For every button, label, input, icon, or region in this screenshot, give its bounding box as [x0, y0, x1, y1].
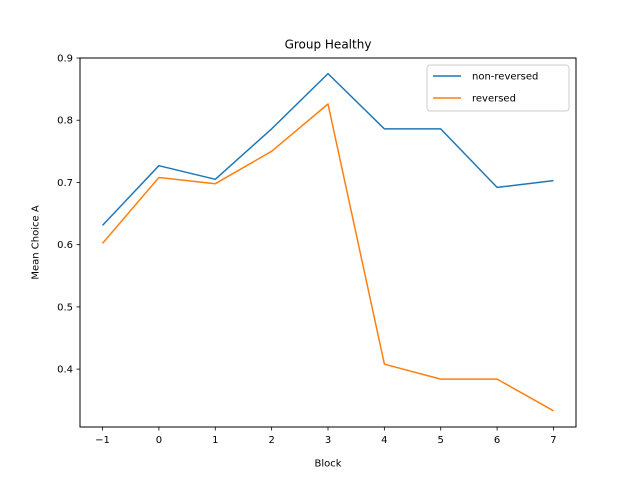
series-line-non-reversed: [101, 72, 554, 226]
y-axis: 0.4 0.5 0.6 0.7 0.8 0.9: [57, 54, 80, 376]
y-tick-label: 0.9: [57, 54, 73, 65]
x-tick-label: 6: [494, 435, 500, 446]
x-tick-label: 7: [550, 435, 556, 446]
y-axis-label: Mean Choice A: [31, 205, 42, 279]
legend-label-non-reversed: non-reversed: [472, 72, 538, 83]
x-axis: −1 0 1 2 3 4 5 6 7: [95, 427, 557, 446]
y-tick-label: 0.4: [57, 365, 73, 376]
x-tick-label: 4: [381, 435, 387, 446]
x-tick-label: −1: [95, 435, 110, 446]
x-axis-label: Block: [314, 459, 341, 470]
legend-label-reversed: reversed: [472, 94, 516, 105]
x-tick-label: 3: [325, 435, 331, 446]
y-tick-label: 0.6: [57, 240, 73, 251]
y-tick-label: 0.8: [57, 116, 73, 127]
x-tick-label: 0: [156, 435, 162, 446]
legend-box: [426, 64, 570, 112]
plot-frame: [79, 57, 577, 428]
chart-title: Group Healthy: [285, 38, 372, 52]
y-tick-label: 0.7: [57, 178, 73, 189]
y-tick-label: 0.5: [57, 302, 73, 313]
plot-lines: [101, 72, 554, 412]
legend: non-reversed reversed: [426, 64, 570, 112]
x-tick-label: 5: [438, 435, 444, 446]
x-tick-label: 1: [212, 435, 218, 446]
x-tick-label: 2: [268, 435, 274, 446]
series-line-reversed: [101, 103, 554, 412]
